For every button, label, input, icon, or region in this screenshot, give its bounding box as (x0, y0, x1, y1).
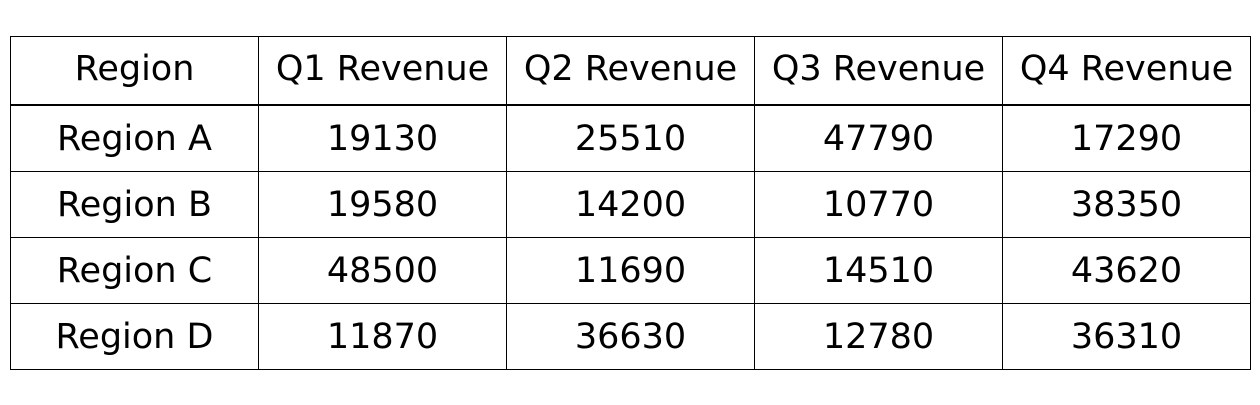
header-cell-region: Region (10, 36, 259, 106)
table-cell: 36310 (1002, 303, 1251, 370)
table-cell: 38350 (1002, 171, 1251, 238)
table-cell: 25510 (506, 104, 755, 172)
table-cell: 47790 (754, 104, 1003, 172)
revenue-table: Region Q1 Revenue Q2 Revenue Q3 Revenue … (10, 36, 1251, 370)
table-cell: 43620 (1002, 237, 1251, 304)
header-cell-q4-revenue: Q4 Revenue (1002, 36, 1251, 106)
table-row: Region A 19130 25510 47790 17290 (10, 104, 1251, 172)
table-cell: 19130 (258, 104, 507, 172)
table-cell: 36630 (506, 303, 755, 370)
table-cell: 12780 (754, 303, 1003, 370)
table-header: Region Q1 Revenue Q2 Revenue Q3 Revenue … (10, 36, 1251, 106)
header-cell-q2-revenue: Q2 Revenue (506, 36, 755, 106)
table-row: Region D 11870 36630 12780 36310 (10, 303, 1251, 370)
table-body: Region A 19130 25510 47790 17290 Region … (10, 104, 1251, 370)
header-cell-q1-revenue: Q1 Revenue (258, 36, 507, 106)
table-cell: Region A (10, 104, 259, 172)
table-cell: Region B (10, 171, 259, 238)
table-cell: 17290 (1002, 104, 1251, 172)
header-row: Region Q1 Revenue Q2 Revenue Q3 Revenue … (10, 36, 1251, 106)
table-cell: 19580 (258, 171, 507, 238)
table-row: Region C 48500 11690 14510 43620 (10, 237, 1251, 304)
header-cell-q3-revenue: Q3 Revenue (754, 36, 1003, 106)
table-cell: 11690 (506, 237, 755, 304)
table-cell: 11870 (258, 303, 507, 370)
table-cell: 14200 (506, 171, 755, 238)
table-cell: 48500 (258, 237, 507, 304)
table-cell: 10770 (754, 171, 1003, 238)
table-cell: Region D (10, 303, 259, 370)
revenue-table-container: Region Q1 Revenue Q2 Revenue Q3 Revenue … (10, 36, 1251, 370)
table-cell: 14510 (754, 237, 1003, 304)
table-row: Region B 19580 14200 10770 38350 (10, 171, 1251, 238)
table-cell: Region C (10, 237, 259, 304)
